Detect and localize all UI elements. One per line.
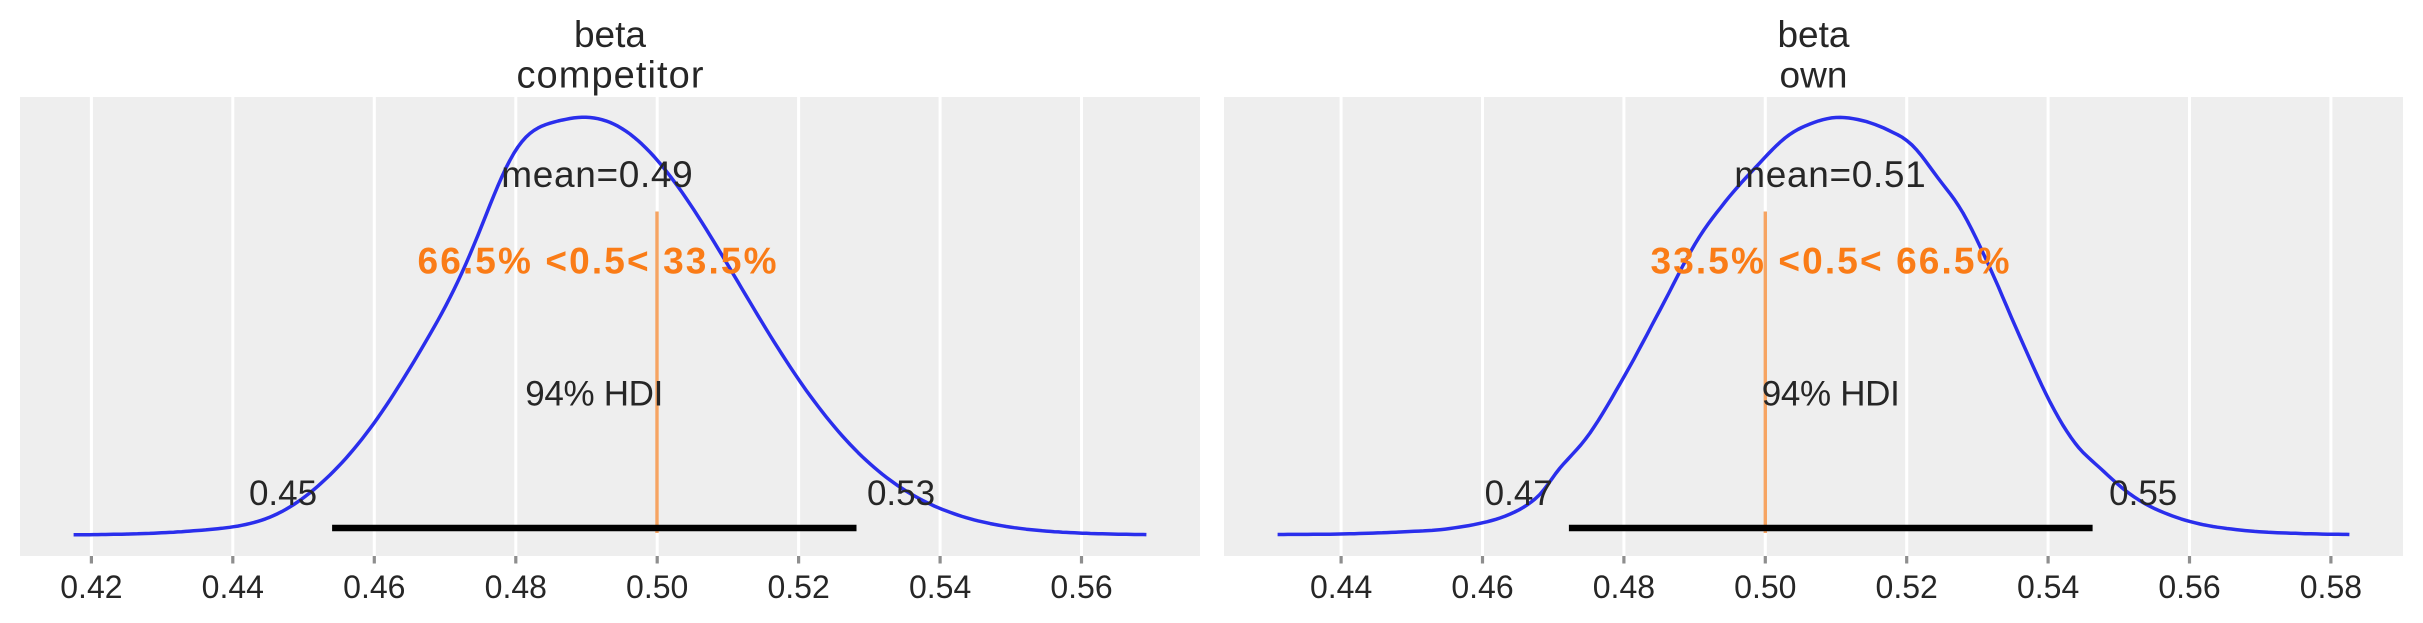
svg-text:0.52: 0.52 — [767, 569, 829, 605]
svg-text:33.5% <0.5< 66.5%: 33.5% <0.5< 66.5% — [1651, 241, 2010, 282]
svg-text:0.47: 0.47 — [1485, 474, 1553, 513]
svg-text:beta: beta — [1777, 14, 1849, 55]
svg-text:94% HDI: 94% HDI — [525, 375, 663, 414]
svg-text:0.45: 0.45 — [249, 474, 317, 513]
svg-text:66.5% <0.5< 33.5%: 66.5% <0.5< 33.5% — [418, 241, 777, 282]
svg-text:0.58: 0.58 — [2300, 569, 2362, 605]
svg-text:0.42: 0.42 — [60, 569, 122, 605]
svg-text:beta: beta — [574, 14, 646, 55]
svg-text:0.50: 0.50 — [626, 569, 688, 605]
svg-text:0.56: 0.56 — [1050, 569, 1112, 605]
svg-text:competitor: competitor — [516, 55, 703, 97]
svg-text:0.46: 0.46 — [1451, 569, 1513, 605]
svg-text:own: own — [1780, 55, 1848, 96]
svg-text:0.46: 0.46 — [343, 569, 405, 605]
svg-text:0.48: 0.48 — [1593, 569, 1655, 605]
svg-text:0.44: 0.44 — [1310, 569, 1372, 605]
svg-text:mean=0.49: mean=0.49 — [501, 154, 693, 195]
svg-text:mean=0.51: mean=0.51 — [1734, 154, 1926, 195]
svg-text:0.54: 0.54 — [909, 569, 971, 605]
svg-text:0.48: 0.48 — [485, 569, 547, 605]
svg-text:0.56: 0.56 — [2158, 569, 2220, 605]
svg-text:0.53: 0.53 — [867, 474, 935, 513]
svg-text:0.52: 0.52 — [1876, 569, 1938, 605]
svg-text:94% HDI: 94% HDI — [1762, 375, 1900, 414]
svg-text:0.54: 0.54 — [2017, 569, 2079, 605]
svg-text:0.44: 0.44 — [202, 569, 264, 605]
svg-text:0.55: 0.55 — [2109, 474, 2177, 513]
svg-text:0.50: 0.50 — [1734, 569, 1796, 605]
